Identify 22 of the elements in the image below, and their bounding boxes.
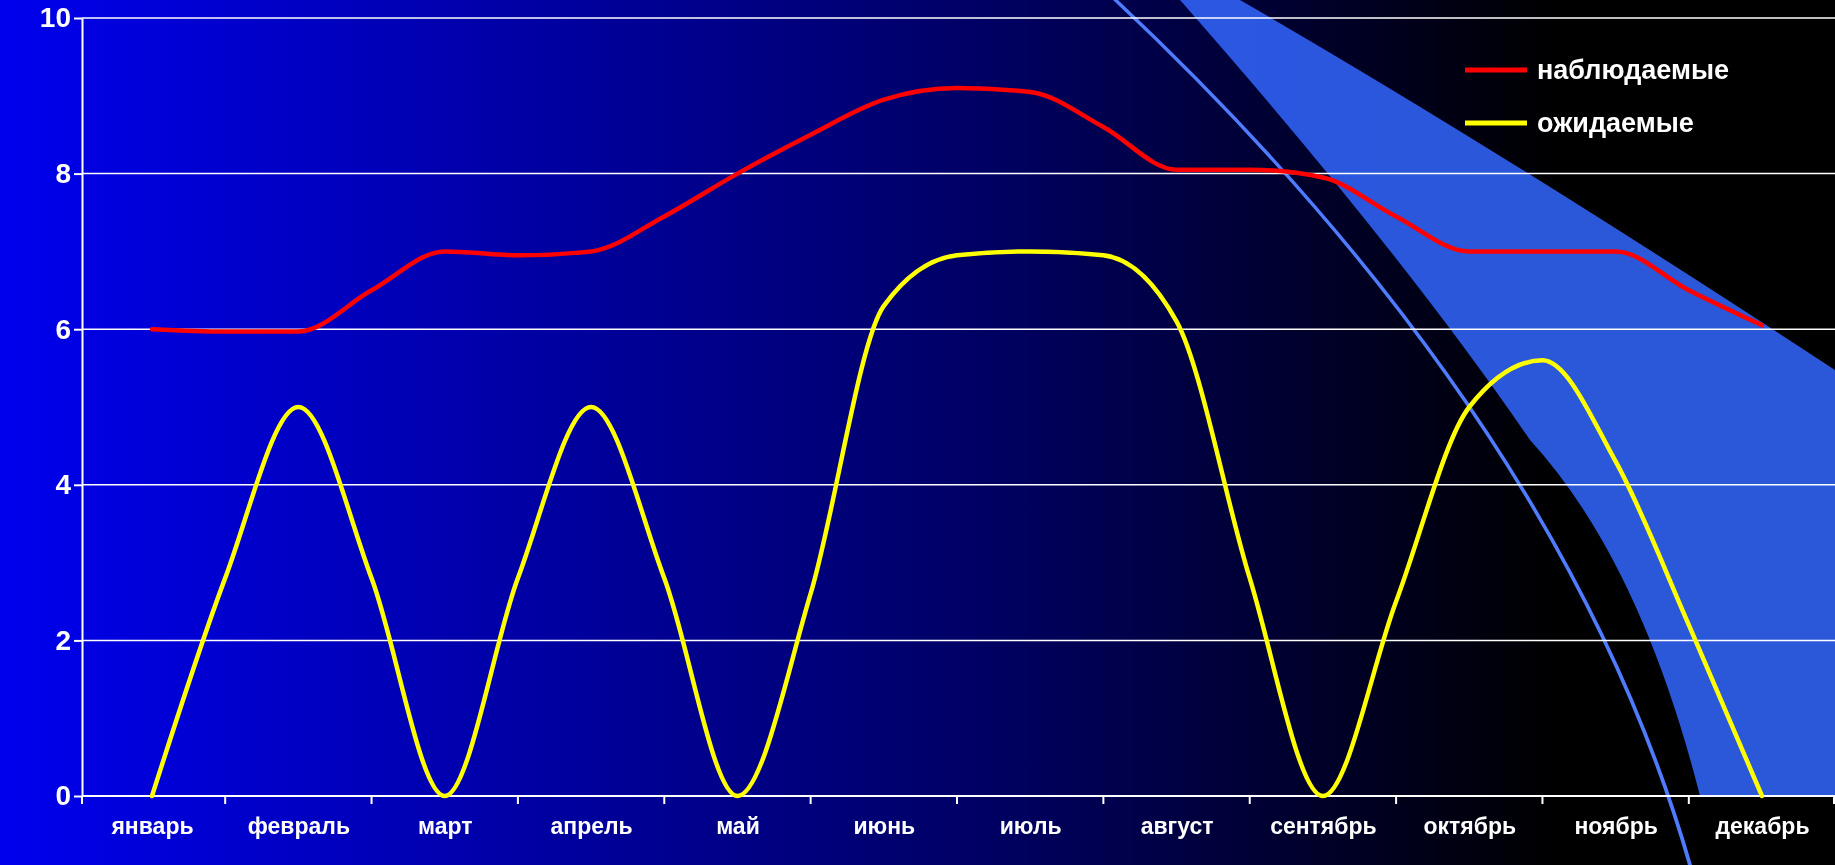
y-tick-label: 4 <box>55 469 72 501</box>
legend-label: наблюдаемые <box>1537 55 1730 86</box>
legend-label: ожидаемые <box>1537 108 1694 139</box>
line-series <box>149 249 1765 799</box>
y-tick-label: 8 <box>55 158 71 190</box>
x-tick-label: август <box>1140 813 1214 840</box>
x-tick-label: февраль <box>247 813 351 840</box>
x-tick-label: сентябрь <box>1270 813 1377 840</box>
line-series <box>149 85 1765 334</box>
x-tick-label: октябрь <box>1423 813 1517 840</box>
y-tick-label: 10 <box>39 2 71 34</box>
x-tick-label: июль <box>999 813 1062 840</box>
y-tick-label: 6 <box>55 313 71 345</box>
x-tick-label: март <box>417 813 473 840</box>
y-tick-label: 2 <box>55 624 71 656</box>
x-tick-label: январь <box>110 813 194 840</box>
x-tick-label: апрель <box>550 813 633 840</box>
x-tick-label: май <box>716 813 760 840</box>
x-tick-label: декабрь <box>1715 813 1810 840</box>
x-tick-label: ноябрь <box>1574 813 1658 840</box>
y-tick-label: 0 <box>55 780 71 812</box>
x-tick-label: июнь <box>853 813 916 840</box>
